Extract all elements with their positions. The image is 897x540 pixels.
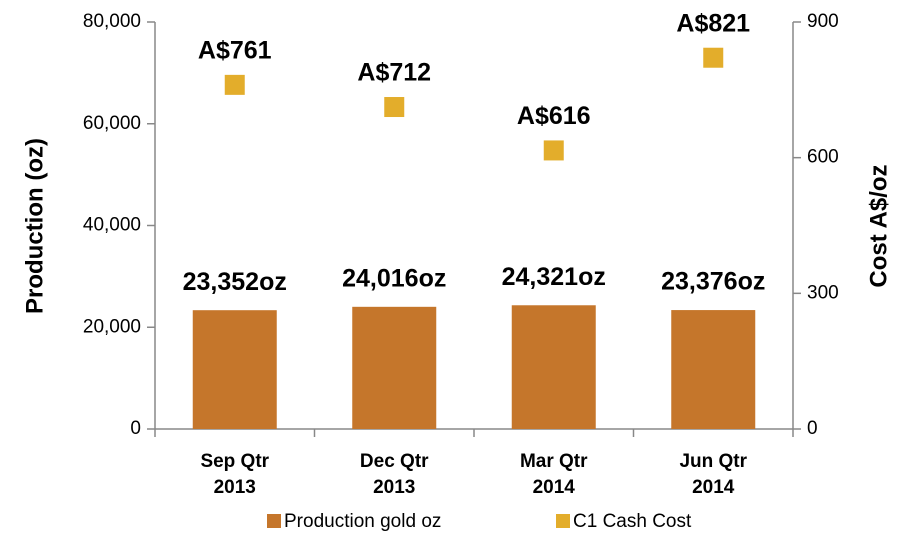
x-tick-label: Sep Qtr bbox=[200, 451, 269, 472]
y2-tick-label: 0 bbox=[807, 418, 818, 439]
x-tick-label: Mar Qtr bbox=[520, 451, 588, 472]
legend-label: C1 Cash Cost bbox=[573, 511, 692, 532]
y2-tick-label: 900 bbox=[807, 11, 839, 32]
legend-swatch bbox=[267, 514, 281, 528]
x-tick-label: Dec Qtr bbox=[360, 451, 429, 472]
y-tick-label: 60,000 bbox=[83, 113, 141, 134]
bar-value-label: 24,321oz bbox=[502, 263, 606, 291]
bar bbox=[192, 310, 277, 429]
bar-value-label: 23,376oz bbox=[661, 268, 765, 296]
x-tick-label: 2014 bbox=[692, 477, 735, 498]
marker bbox=[543, 140, 564, 161]
marker-value-label: A$712 bbox=[357, 59, 431, 87]
x-tick-label: 2014 bbox=[533, 477, 576, 498]
y-tick-label: 20,000 bbox=[83, 316, 141, 337]
marker bbox=[703, 47, 724, 68]
bar bbox=[352, 306, 437, 429]
bar-value-label: 24,016oz bbox=[342, 264, 446, 292]
bar bbox=[511, 305, 596, 429]
legend-label: Production gold oz bbox=[284, 511, 441, 532]
marker bbox=[384, 97, 405, 118]
y2-tick-label: 600 bbox=[807, 147, 839, 168]
marker-value-label: A$761 bbox=[198, 36, 272, 64]
bar bbox=[671, 310, 756, 429]
y-tick-label: 40,000 bbox=[83, 215, 141, 236]
bar-value-label: 23,352oz bbox=[183, 268, 287, 296]
x-tick-label: 2013 bbox=[214, 477, 256, 498]
y2-tick-label: 300 bbox=[807, 282, 839, 303]
y-axis-title: Production (oz) bbox=[21, 138, 48, 314]
marker-value-label: A$616 bbox=[517, 102, 591, 130]
x-tick-label: 2013 bbox=[373, 477, 415, 498]
y-tick-label: 0 bbox=[130, 418, 141, 439]
y2-axis-title: Cost A$/oz bbox=[865, 164, 892, 287]
marker-value-label: A$821 bbox=[676, 9, 750, 37]
x-tick-label: Jun Qtr bbox=[679, 451, 747, 472]
marker bbox=[224, 74, 245, 95]
legend-swatch bbox=[556, 514, 570, 528]
y-tick-label: 80,000 bbox=[83, 11, 141, 32]
